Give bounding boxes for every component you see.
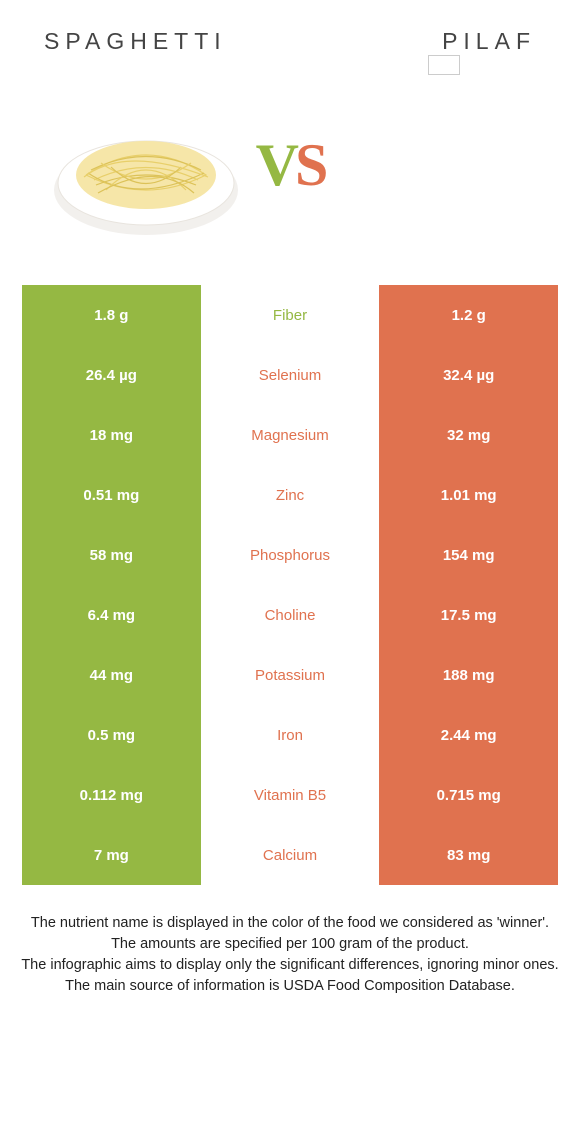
image-row: VS [0, 55, 580, 285]
right-value: 2.44 mg [379, 705, 558, 765]
left-food-image [46, 75, 246, 255]
left-value: 0.112 mg [22, 765, 201, 825]
right-value: 32.4 µg [379, 345, 558, 405]
table-row: 0.51 mgZinc1.01 mg [22, 465, 558, 525]
footnote-line: The main source of information is USDA F… [20, 976, 560, 997]
right-value: 1.2 g [379, 285, 558, 345]
table-row: 0.5 mgIron2.44 mg [22, 705, 558, 765]
table-row: 0.112 mgVitamin B50.715 mg [22, 765, 558, 825]
left-value: 7 mg [22, 825, 201, 885]
right-food-title: PILAF [442, 28, 536, 55]
nutrient-name: Calcium [201, 825, 380, 885]
nutrient-name: Vitamin B5 [201, 765, 380, 825]
left-value: 0.51 mg [22, 465, 201, 525]
footnote-line: The infographic aims to display only the… [20, 955, 560, 976]
right-value: 1.01 mg [379, 465, 558, 525]
left-value: 44 mg [22, 645, 201, 705]
right-value: 17.5 mg [379, 585, 558, 645]
right-value: 188 mg [379, 645, 558, 705]
nutrient-name: Choline [201, 585, 380, 645]
table-row: 58 mgPhosphorus154 mg [22, 525, 558, 585]
footnote-line: The nutrient name is displayed in the co… [20, 913, 560, 934]
nutrient-name: Fiber [201, 285, 380, 345]
right-food-image [334, 75, 534, 255]
right-value: 154 mg [379, 525, 558, 585]
spaghetti-icon [46, 75, 246, 255]
header: SPAGHETTI PILAF [0, 0, 580, 55]
comparison-table: 1.8 gFiber1.2 g26.4 µgSelenium32.4 µg18 … [0, 285, 580, 885]
nutrient-name: Selenium [201, 345, 380, 405]
right-value: 83 mg [379, 825, 558, 885]
left-value: 1.8 g [22, 285, 201, 345]
table-row: 26.4 µgSelenium32.4 µg [22, 345, 558, 405]
left-value: 58 mg [22, 525, 201, 585]
left-value: 0.5 mg [22, 705, 201, 765]
nutrient-name: Magnesium [201, 405, 380, 465]
table-row: 1.8 gFiber1.2 g [22, 285, 558, 345]
nutrient-name: Potassium [201, 645, 380, 705]
left-value: 6.4 mg [22, 585, 201, 645]
right-value: 32 mg [379, 405, 558, 465]
footnote-line: The amounts are specified per 100 gram o… [20, 934, 560, 955]
vs-s: S [295, 132, 324, 198]
left-value: 18 mg [22, 405, 201, 465]
footnotes: The nutrient name is displayed in the co… [0, 885, 580, 1027]
table-row: 44 mgPotassium188 mg [22, 645, 558, 705]
vs-label: VS [256, 131, 325, 200]
left-food-title: SPAGHETTI [44, 28, 227, 55]
right-placeholder-icon [428, 55, 460, 75]
vs-v: V [256, 132, 295, 198]
nutrient-name: Zinc [201, 465, 380, 525]
nutrient-name: Phosphorus [201, 525, 380, 585]
table-row: 18 mgMagnesium32 mg [22, 405, 558, 465]
nutrient-name: Iron [201, 705, 380, 765]
right-value: 0.715 mg [379, 765, 558, 825]
left-value: 26.4 µg [22, 345, 201, 405]
table-row: 7 mgCalcium83 mg [22, 825, 558, 885]
table-row: 6.4 mgCholine17.5 mg [22, 585, 558, 645]
